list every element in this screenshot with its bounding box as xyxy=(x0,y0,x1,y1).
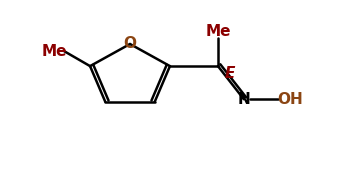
Text: Me: Me xyxy=(41,44,67,59)
Text: Me: Me xyxy=(205,24,231,39)
Text: OH: OH xyxy=(277,92,303,107)
Text: N: N xyxy=(238,92,250,107)
Text: E: E xyxy=(224,65,235,81)
Text: O: O xyxy=(123,36,136,51)
